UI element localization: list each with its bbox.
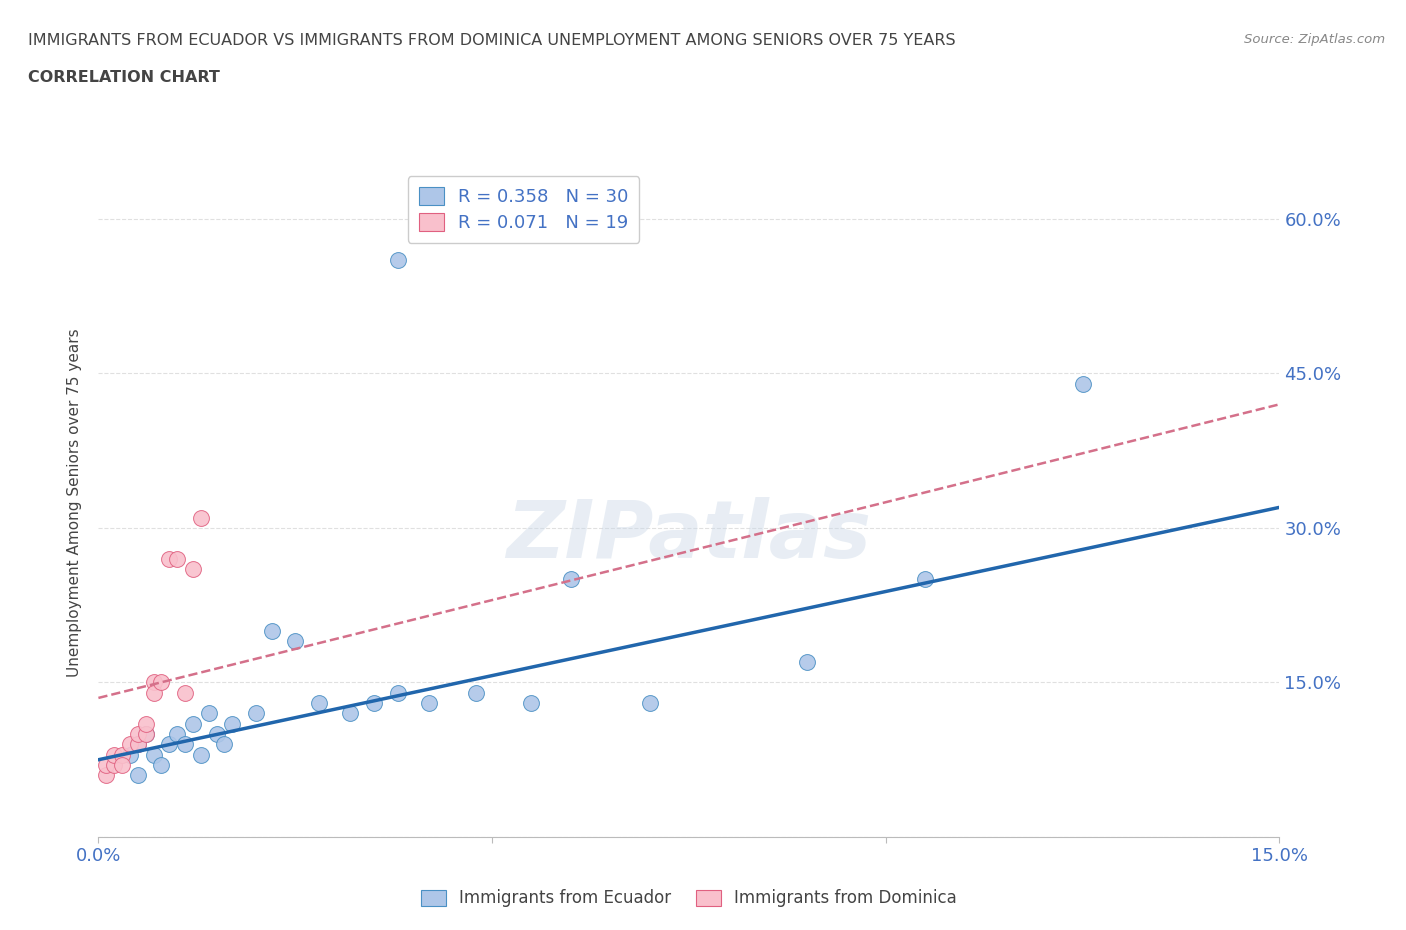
Point (387, 685, 409, 700)
Point (174, 685, 197, 700)
Point (181, 562, 204, 577)
Point (111, 747, 134, 762)
Point (127, 737, 149, 751)
Point (914, 572, 936, 587)
Point (96, 757, 118, 772)
Point (308, 696, 330, 711)
Point (387, 253, 409, 268)
Point (214, 737, 236, 751)
Point (96, 768, 118, 783)
Point (339, 706, 361, 721)
Point (127, 737, 149, 751)
Point (260, 623, 283, 638)
Point (190, 747, 212, 762)
Point (174, 737, 197, 751)
Point (142, 685, 165, 700)
Point (166, 551, 188, 566)
Point (197, 706, 219, 721)
Point (221, 716, 243, 731)
Point (150, 757, 173, 772)
Point (127, 726, 149, 741)
Point (118, 747, 141, 762)
Point (150, 675, 173, 690)
Point (103, 757, 125, 772)
Point (135, 726, 157, 741)
Point (560, 572, 582, 587)
Point (157, 737, 180, 751)
Point (284, 634, 307, 649)
Point (142, 675, 165, 690)
Point (520, 696, 543, 711)
Point (103, 747, 125, 762)
Point (127, 768, 149, 783)
Text: ZIPatlas: ZIPatlas (506, 497, 872, 575)
Legend: Immigrants from Ecuador, Immigrants from Dominica: Immigrants from Ecuador, Immigrants from… (412, 881, 966, 916)
Point (363, 696, 385, 711)
Text: Source: ZipAtlas.com: Source: ZipAtlas.com (1244, 33, 1385, 46)
Point (638, 696, 661, 711)
Point (111, 757, 134, 772)
Point (190, 511, 212, 525)
Point (181, 716, 204, 731)
Y-axis label: Unemployment Among Seniors over 75 years: Unemployment Among Seniors over 75 years (67, 328, 83, 676)
Point (135, 716, 157, 731)
Point (418, 696, 440, 711)
Point (796, 655, 818, 670)
Text: CORRELATION CHART: CORRELATION CHART (28, 70, 219, 85)
Text: IMMIGRANTS FROM ECUADOR VS IMMIGRANTS FROM DOMINICA UNEMPLOYMENT AMONG SENIORS O: IMMIGRANTS FROM ECUADOR VS IMMIGRANTS FR… (28, 33, 956, 47)
Point (157, 551, 180, 566)
Point (142, 747, 165, 762)
Point (166, 726, 188, 741)
Point (135, 726, 157, 741)
Point (1071, 377, 1094, 392)
Point (245, 706, 267, 721)
Point (465, 685, 488, 700)
Point (205, 726, 228, 741)
Point (118, 737, 141, 751)
